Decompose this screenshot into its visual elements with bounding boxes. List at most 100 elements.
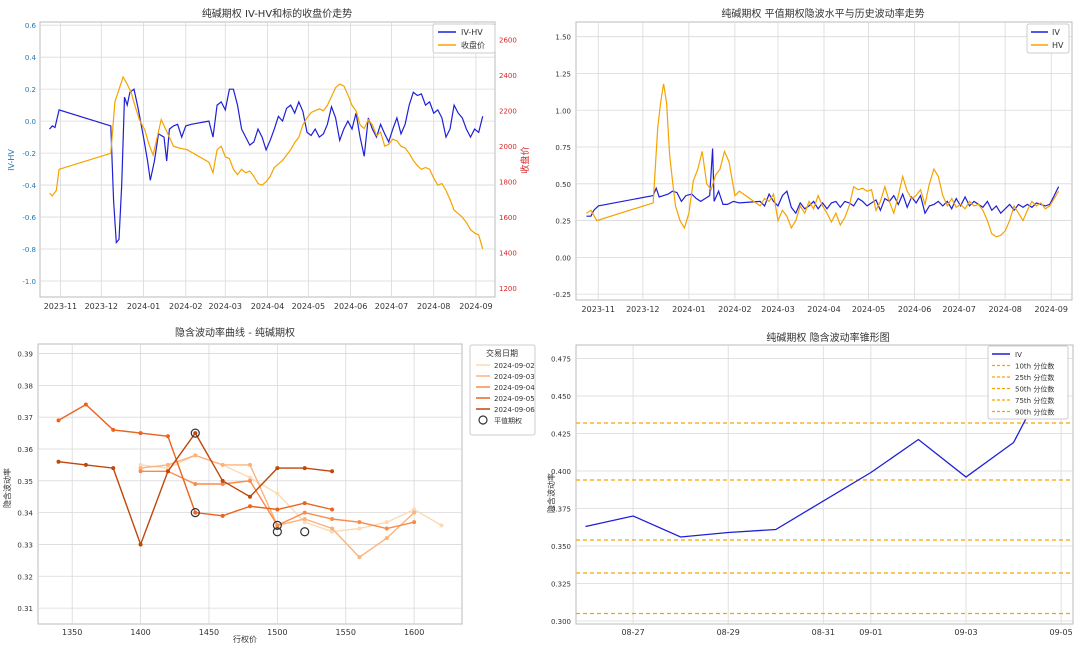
series-point	[220, 513, 225, 518]
legend-label-ivhv: IV-HV	[461, 28, 483, 37]
x-tick-label: 2024-06	[898, 305, 931, 314]
x-tick-label: 1350	[62, 628, 82, 637]
x-tick-label: 09-01	[859, 628, 882, 637]
series-point	[111, 427, 116, 432]
series-point	[220, 478, 225, 483]
series-point	[83, 462, 88, 467]
atm-marker	[190, 428, 200, 438]
series-line-hv	[586, 83, 1060, 238]
iv-line	[585, 350, 1062, 538]
atm-marker	[300, 527, 310, 537]
iv-cone-chart: 08-27 08-29 08-31 09-01 09-03 09-05 0.300 0.325…	[546, 331, 1074, 637]
legend-label: 50th 分位数	[1015, 385, 1054, 394]
y-tick-label: 0.50	[555, 181, 571, 189]
series-point	[138, 431, 143, 436]
plot-area: 2023-11 2023-12 2024-01 2024-02 2024-03 2024-…	[22, 21, 517, 311]
series-point	[56, 459, 61, 464]
series-point	[384, 520, 389, 525]
series-point	[248, 478, 252, 483]
legend-label: 2024-09-05	[494, 395, 535, 403]
legend-label: 25th 分位数	[1015, 373, 1054, 382]
series-point	[138, 462, 143, 467]
iv-hv-chart-panel: 2023-11 2023-12 2024-01 2024-02 2024-03 2024-…	[540, 0, 1080, 318]
x-tick-label: 2024-08	[988, 305, 1021, 314]
x-tick-label: 08-31	[812, 628, 835, 637]
legend-label: 75th 分位数	[1015, 396, 1054, 405]
atm-marker	[272, 527, 282, 537]
series-point	[220, 462, 225, 467]
series-point	[220, 482, 225, 486]
series-point	[165, 434, 170, 439]
y-tick-label: 0.425	[551, 431, 571, 439]
series-point	[248, 475, 252, 480]
series-point	[330, 526, 335, 531]
iv-smile-chart: 1350 1400 1450 1500 1550 1600 0.31 0.32 0.33 0.34…	[2, 326, 536, 644]
y-axis-label: 隐含波动率	[546, 473, 556, 513]
legend: IV 10th 分位数 25th 分位数 50th 分位数 75th 分位数 90th 分…	[987, 345, 1069, 420]
series-point	[302, 501, 307, 506]
iv-smile-chart-panel: 1350 1400 1450 1500 1550 1600 0.31 0.32 0.33 0.34…	[0, 318, 540, 646]
atm-marker	[272, 520, 282, 530]
x-tick-label: 1600	[404, 628, 424, 637]
x-tick-label: 2024-01	[672, 305, 705, 314]
y2-tick-label: 1800	[499, 179, 517, 187]
x-tick-label: 2024-04	[251, 302, 284, 311]
legend-label: 2024-09-06	[494, 406, 535, 414]
x-tick-label: 1400	[130, 628, 150, 637]
series-point	[138, 542, 143, 547]
y-tick-label: -0.8	[22, 246, 36, 254]
series-point	[302, 510, 307, 515]
y-tick-label: 0.35	[17, 478, 33, 486]
y-tick-label: 0.450	[551, 393, 571, 401]
x-tick-label: 2024-09	[459, 302, 492, 311]
series-point	[193, 453, 198, 458]
series-point	[330, 529, 335, 534]
y-tick-label: 0.38	[17, 382, 33, 390]
y-tick-label: 1.50	[555, 34, 571, 42]
chart-title: 纯碱期权 隐含波动率锥形图	[766, 331, 889, 344]
series-line-price	[49, 75, 484, 250]
x-tick-label: 08-27	[621, 628, 644, 637]
legend-label: 2024-09-04	[494, 384, 535, 392]
series-point	[357, 520, 362, 525]
legend-label-hv: HV	[1052, 41, 1064, 50]
x-tick-label: 2024-06	[334, 302, 367, 311]
y-tick-label: 0.300	[551, 618, 571, 626]
x-tick-label: 09-03	[954, 628, 977, 637]
x-tick-label: 2024-03	[761, 305, 794, 314]
x-tick-label: 08-29	[717, 628, 740, 637]
legend: IV HV	[1026, 23, 1070, 54]
x-tick-label: 2024-08	[417, 302, 450, 311]
y-tick-label: -0.4	[22, 182, 36, 190]
series-point	[330, 469, 335, 474]
series-point	[193, 482, 198, 486]
x-tick-label: 2024-02	[169, 302, 202, 311]
legend-label: 90th 分位数	[1015, 408, 1054, 417]
y2-tick-label: 1400	[499, 250, 517, 258]
y-tick-label: 0.75	[555, 144, 571, 152]
legend-label-iv: IV	[1052, 28, 1060, 37]
series-point	[165, 462, 170, 467]
ivhv-price-chart-panel: 2023-11 2023-12 2024-01 2024-02 2024-03 2024-…	[0, 0, 540, 318]
y-tick-label: 0.37	[17, 414, 33, 422]
series-point	[275, 507, 280, 512]
y2-tick-label: 2200	[499, 108, 517, 116]
y-tick-label: 0.31	[17, 605, 33, 613]
y-tick-label: 0.2	[25, 86, 36, 94]
y-tick-label: 0.375	[551, 506, 571, 514]
iv-hv-chart: 2023-11 2023-12 2024-01 2024-02 2024-03 2024-…	[553, 7, 1073, 314]
legend: 交易日期 2024-09-02 2024-09-03 2024-09-04 2024-…	[469, 344, 536, 436]
series-point	[384, 536, 389, 541]
y-tick-label: -0.2	[22, 150, 36, 158]
y-tick-label: -0.6	[22, 214, 36, 222]
legend: IV-HV 收盘价	[432, 23, 496, 54]
series-point	[439, 523, 444, 528]
y-tick-label: 0.6	[25, 22, 37, 30]
x-tick-label: 2024-05	[852, 305, 885, 314]
legend-label: IV	[1015, 351, 1022, 359]
series-point	[412, 507, 417, 512]
y-axis-label: 隐含波动率	[2, 468, 12, 508]
series-point	[248, 494, 252, 499]
series-point	[138, 469, 143, 474]
x-tick-label: 2024-09	[1034, 305, 1067, 314]
